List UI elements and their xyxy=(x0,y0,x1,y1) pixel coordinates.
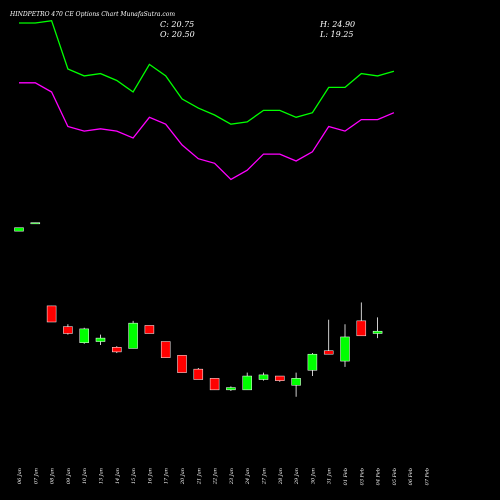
candle-17 xyxy=(291,372,301,397)
candle-21 xyxy=(356,302,367,337)
x-tick-label: 28 Jan xyxy=(278,468,284,485)
candle-body-up xyxy=(242,375,252,391)
low-value: L: 19.25 xyxy=(319,30,353,39)
x-tick-label: 07 Jan xyxy=(33,468,39,484)
candle-2 xyxy=(46,305,57,323)
open-value: O: 20.50 xyxy=(160,30,195,39)
x-tick-label: 14 Jan xyxy=(115,468,121,484)
x-tick-label: 17 Jan xyxy=(164,468,170,484)
x-tick-label: 23 Jan xyxy=(229,468,235,485)
candle-9 xyxy=(160,341,171,358)
candle-11 xyxy=(193,368,204,380)
candles-group xyxy=(14,222,383,397)
candle-14 xyxy=(242,372,252,391)
x-tick-label: 01 Feb xyxy=(343,468,349,485)
close-value: C: 20.75 xyxy=(160,20,194,29)
candle-body-up xyxy=(307,353,318,371)
candle-body-up xyxy=(95,337,106,342)
candle-15 xyxy=(258,372,269,381)
upper-line xyxy=(19,19,395,125)
candle-body-up xyxy=(291,378,301,386)
x-tick-label: 08 Jan xyxy=(50,468,56,484)
candle-10 xyxy=(177,355,187,373)
candle-body-down xyxy=(63,326,73,334)
x-axis-tick-labels: 06 Jan 07 Jan 08 Jan 09 Jan 10 Jan 13 Jan 14 J… xyxy=(17,468,431,485)
x-tick-label: 30 Jan xyxy=(310,468,316,484)
x-tick-label: 10 Jan xyxy=(82,468,88,484)
x-tick-label: 07 Feb xyxy=(425,468,431,485)
candle-19 xyxy=(323,319,334,355)
x-tick-label: 03 Feb xyxy=(359,468,365,485)
candle-body-down xyxy=(160,341,171,358)
candle-4 xyxy=(79,327,89,344)
x-tick-label: 09 Jan xyxy=(66,468,72,484)
candle-body-up xyxy=(258,374,269,380)
x-tick-label: 06 Feb xyxy=(408,468,414,485)
candle-body-down xyxy=(46,305,57,323)
x-tick-label: 22 Jan xyxy=(213,468,219,485)
candle-1 xyxy=(30,222,41,225)
candle-body-up xyxy=(226,387,236,391)
x-tick-label: 15 Jan xyxy=(131,468,137,484)
candle-8 xyxy=(144,325,155,334)
candle-body-down xyxy=(323,350,334,355)
candle-body-up xyxy=(79,328,89,343)
x-tick-label: 27 Jan xyxy=(262,468,268,485)
candle-body-up xyxy=(14,227,24,232)
x-tick-label: 29 Jan xyxy=(294,468,300,485)
x-tick-label: 21 Jan xyxy=(196,468,202,485)
x-tick-label: 24 Jan xyxy=(245,468,251,485)
high-value: H: 24.90 xyxy=(319,20,355,29)
x-tick-label: 20 Jan xyxy=(180,468,186,485)
candle-body-up xyxy=(30,222,41,225)
candle-13 xyxy=(226,386,236,391)
candle-body-down xyxy=(275,375,285,381)
x-tick-label: 31 Jan xyxy=(327,468,333,484)
indicator-lines xyxy=(19,19,395,181)
candle-18 xyxy=(307,353,318,377)
candle-7 xyxy=(128,320,138,349)
lower-line xyxy=(19,82,395,181)
candle-6 xyxy=(112,346,122,354)
candle-5 xyxy=(95,334,106,345)
candle-body-down xyxy=(356,320,367,337)
candle-16 xyxy=(275,375,285,382)
x-tick-label: 05 Feb xyxy=(392,468,398,485)
x-tick-label: 06 Jan xyxy=(17,468,23,484)
candle-body-up xyxy=(128,322,138,349)
candle-22 xyxy=(372,317,383,339)
x-tick-label: 16 Jan xyxy=(147,468,153,484)
candle-body-down xyxy=(193,368,204,380)
candle-0 xyxy=(14,227,24,232)
candle-body-up xyxy=(372,330,383,334)
candle-body-down xyxy=(177,355,187,373)
candle-body-up xyxy=(340,336,350,362)
candle-body-down xyxy=(112,347,122,353)
candle-12 xyxy=(209,378,220,391)
chart-title: HINDPETRO 470 CE Options Chart MunafaSut… xyxy=(9,11,175,18)
candle-20 xyxy=(340,324,350,367)
x-tick-label: 04 Feb xyxy=(376,468,382,485)
candle-body-down xyxy=(209,378,220,391)
candle-body-down xyxy=(144,325,155,334)
candle-3 xyxy=(63,324,73,335)
x-tick-label: 13 Jan xyxy=(99,468,105,484)
